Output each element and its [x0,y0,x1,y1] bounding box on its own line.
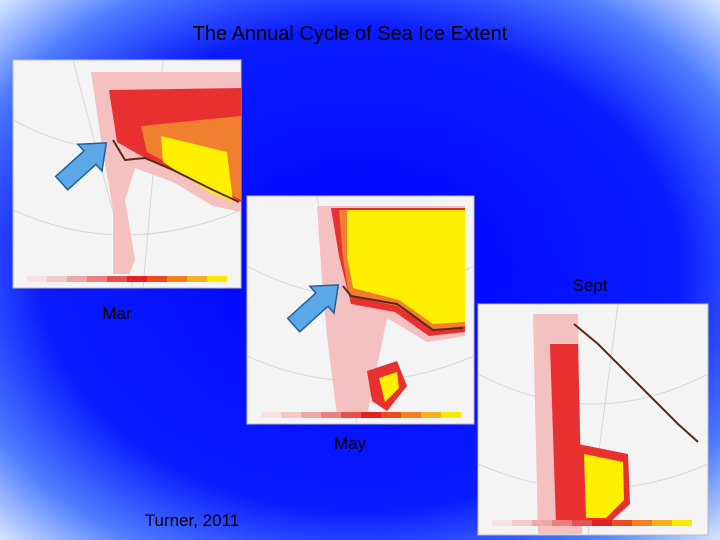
arrow [54,142,108,191]
map-image [12,59,242,289]
map-image [246,195,475,425]
map-image [477,303,709,536]
panel-label: May [334,434,367,453]
slide-title: The Annual Cycle of Sea Ice Extent [193,23,508,45]
arrow [286,284,340,333]
panel-label: Sept [573,276,608,295]
credit: Turner, 2011 [145,511,240,530]
panel-label: Mar [102,304,132,323]
